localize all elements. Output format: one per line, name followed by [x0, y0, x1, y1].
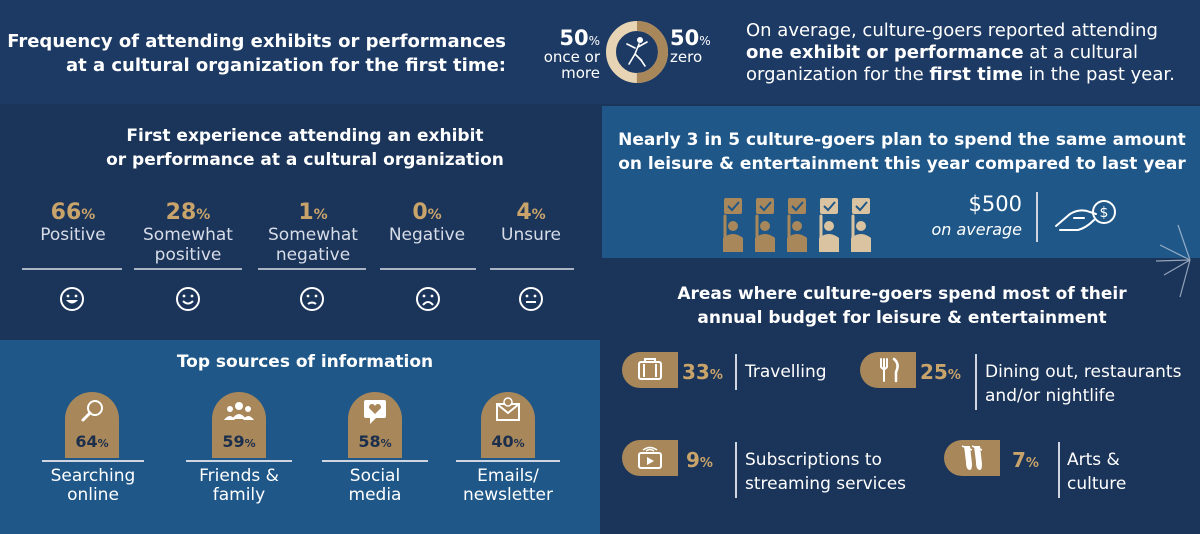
divider-line: [975, 354, 977, 410]
frequency-donut: [606, 21, 668, 83]
dollar-sign: $: [1100, 205, 1109, 221]
zero-value: 50: [670, 26, 700, 50]
divider-line: [186, 460, 292, 462]
area-dining-out: Dining out, restaurants and/or nightlife: [985, 362, 1182, 406]
donut-arc: [606, 21, 668, 83]
divider-line: [258, 268, 366, 270]
slight-frown-icon: [300, 287, 324, 311]
frequency-section: [0, 0, 1200, 104]
divider-line: [42, 460, 144, 462]
source-badge: 64%: [65, 392, 119, 458]
once-or-more-stat: 50% once or more: [543, 26, 600, 82]
sources-title: Top sources of information: [176, 352, 434, 372]
frequency-description: On average, culture-goers reported atten…: [746, 20, 1175, 85]
divider-line: [22, 268, 122, 270]
smile-big-icon: [60, 287, 84, 311]
experience-positive: 66% Positive: [40, 200, 106, 245]
once-or-more-value: 50: [559, 26, 589, 50]
source-social-media: Social media: [348, 466, 402, 505]
suitcase-icon: [638, 358, 662, 380]
source-friends-family: Friends & family: [199, 466, 279, 505]
experience-somewhat-positive: 28% Somewhat positive: [143, 200, 233, 265]
divider-line: [134, 268, 242, 270]
smile-icon: [176, 287, 200, 311]
person-check-icon: [819, 198, 839, 252]
person-check-icon: [787, 198, 807, 252]
cutlery-icon: [880, 357, 899, 383]
budget-areas-title: Areas where culture-goers spend most of …: [677, 284, 1127, 328]
divider-line: [490, 268, 574, 270]
spend-title: Nearly 3 in 5 culture-goers plan to spen…: [618, 130, 1186, 174]
ballet-dancer-icon: [626, 37, 648, 67]
first-experience-section: [0, 106, 600, 340]
experience-unsure: 4% Unsure: [501, 200, 561, 245]
zero-stat: 50% zero: [670, 26, 711, 66]
person-check-icon: [755, 198, 775, 252]
area-value: 9%: [686, 448, 713, 472]
divider-line: [322, 460, 428, 462]
sparkle-decoration: [1155, 224, 1191, 298]
heart-chat-icon: [364, 400, 386, 424]
divider-line: [735, 442, 737, 498]
area-badge: [622, 440, 678, 476]
area-badge: [944, 440, 1000, 476]
source-badge: 40%: [481, 392, 535, 458]
divider-line: [1036, 192, 1038, 242]
divider-line: [456, 460, 560, 462]
area-badge: [860, 352, 916, 388]
area-travelling: Travelling: [745, 362, 827, 382]
area-value: 33%: [682, 360, 723, 384]
budget-areas-section: [602, 258, 1200, 534]
source-searching-online: Searching online: [50, 466, 136, 505]
area-arts-culture: Arts & culture: [1067, 450, 1127, 494]
area-streaming: Subscriptions to streaming services: [745, 450, 907, 494]
neutral-face-icon: [519, 287, 543, 311]
person-check-icon: [851, 198, 871, 252]
spend-section: [602, 106, 1200, 258]
experience-negative: 0% Negative: [388, 200, 466, 245]
area-value: 25%: [920, 360, 961, 384]
email-icon: [496, 397, 520, 421]
area-badge: [622, 352, 678, 388]
magnifier-icon: [81, 400, 103, 422]
ballet-shoes-icon: [961, 445, 983, 470]
experience-somewhat-negative: 1% Somewhat negative: [268, 200, 358, 265]
divider-line: [380, 268, 476, 270]
source-badge: 59%: [212, 392, 266, 458]
people-pictogram: [723, 198, 871, 252]
frequency-title: Frequency of attending exhibits or perfo…: [7, 31, 506, 76]
source-badge: 58%: [348, 392, 402, 458]
streaming-icon: [638, 446, 662, 469]
first-experience-title: First experience attending an exhibit or…: [106, 126, 504, 170]
area-value: 7%: [1012, 448, 1039, 472]
source-emails-newsletter: Emails/ newsletter: [463, 466, 553, 505]
person-check-icon: [723, 198, 743, 252]
hand-money-icon: $: [1055, 200, 1116, 231]
average-amount: $500: [968, 192, 1022, 216]
divider-line: [735, 354, 737, 390]
people-icon: [224, 402, 254, 420]
divider-line: [1058, 442, 1060, 498]
average-label: on average: [931, 220, 1022, 239]
frown-icon: [416, 287, 440, 311]
